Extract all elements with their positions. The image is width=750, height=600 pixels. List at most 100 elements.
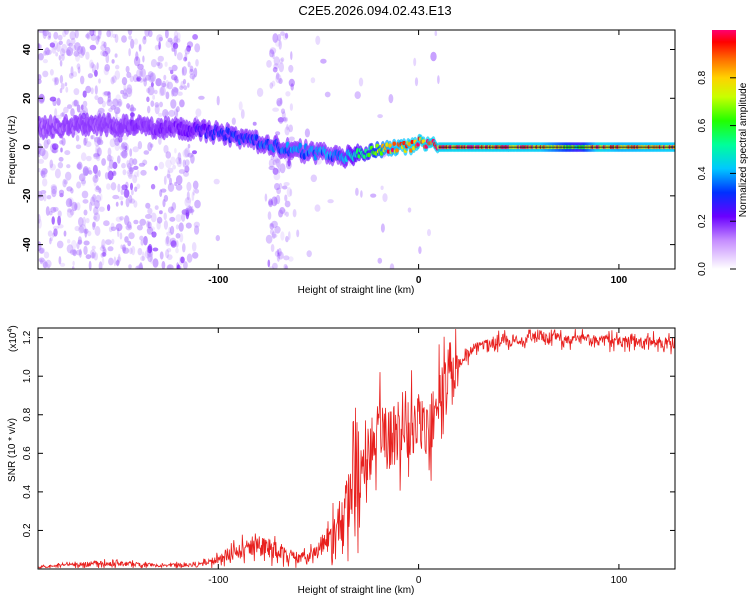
spectrogram-noise-blob	[286, 187, 292, 198]
spectrogram-noise-blob	[46, 138, 51, 145]
spectrogram-noise-blob	[231, 117, 236, 125]
spectrogram-noise-blob	[80, 46, 86, 56]
spectrogram-noise-blob	[127, 30, 133, 36]
spectrogram-noise-blob	[315, 35, 321, 45]
spectrogram-noise-blob	[166, 235, 169, 245]
spectrogram-noise-blob	[110, 222, 115, 229]
spectrogram-noise-blob	[50, 184, 57, 191]
spectrogram-noise-blob	[271, 233, 278, 238]
spectrogram-noise-blob	[137, 247, 143, 256]
spectrogram-noise-blob	[83, 209, 88, 216]
spectrogram-noise-blob	[160, 82, 167, 88]
spectrogram-noise-blob	[94, 226, 101, 236]
spectrogram-noise-blob	[94, 137, 100, 147]
spectrogram-noise-blob	[87, 230, 92, 237]
spectrogram-noise-blob	[166, 231, 173, 236]
spectrogram-noise-blob	[74, 225, 80, 232]
spectrogram-noise-blob	[194, 225, 200, 235]
spectrogram-noise-blob	[82, 167, 89, 176]
spectrogram-noise-blob	[277, 167, 281, 174]
colorbar: 0.0 0.2 0.4 0.6 0.8 Normalized spectral ampl…	[697, 30, 749, 276]
spectrogram-noise-blob	[120, 189, 124, 195]
spectrogram-noise-blob	[59, 74, 64, 84]
spectrogram-noise-blob	[283, 255, 290, 261]
spectrogram-noise-blob	[76, 249, 82, 256]
spectrogram-ytick-label: 40	[22, 44, 33, 56]
spectrogram-noise-blob	[124, 236, 129, 243]
spectrogram-noise-blob	[165, 79, 170, 89]
spectrogram-noise-blob	[267, 211, 272, 220]
spectrogram-noise-blob	[47, 230, 53, 237]
spectrogram-noise-blob	[144, 249, 152, 259]
spectrogram-noise-blob	[174, 78, 179, 84]
spectrogram-noise-blob	[414, 77, 419, 87]
spectrogram-noise-blob	[82, 216, 86, 227]
spectrogram-noise-blob	[77, 236, 82, 245]
spectrogram-noise-blob	[427, 229, 431, 237]
spectrogram-noise-blob	[156, 61, 161, 67]
spectrogram-noise-blob	[137, 63, 144, 70]
spectrogram-noise-blob	[122, 142, 129, 153]
spectrogram-noise-blob	[85, 254, 92, 260]
spectrogram-noise-blob	[192, 180, 199, 190]
spectrogram-noise-blob	[60, 112, 65, 117]
spectrogram-noise-blob	[136, 69, 142, 79]
spectrogram-ridge-point	[388, 143, 392, 148]
spectrogram-noise-blob	[118, 196, 124, 201]
spectrogram-noise-blob	[106, 154, 112, 162]
spectrogram-noise-blob	[277, 34, 282, 42]
spectrogram-noise-blob	[148, 73, 155, 83]
spectrogram-noise-blob	[120, 151, 127, 157]
spectrogram-noise-blob	[98, 187, 102, 194]
spectrogram-noise-blob	[276, 252, 280, 262]
spectrogram-noise-blob	[213, 178, 220, 185]
spectrogram-noise-blob	[133, 219, 139, 225]
spectrogram-noise-blob	[279, 163, 286, 174]
spectrogram-noise-blob	[121, 184, 128, 191]
spectrogram-noise-blob	[434, 30, 438, 36]
spectrogram-noise-blob	[87, 73, 93, 79]
spectrogram-noise-blob	[47, 264, 50, 269]
spectrogram-noise-blob	[94, 168, 99, 179]
spectrogram-noise-blob	[182, 243, 186, 253]
spectrogram-noise-blob	[97, 170, 101, 177]
spectrogram-noise-blob	[114, 70, 121, 80]
spectrogram-noise-blob	[55, 52, 59, 57]
spectrogram-noise-blob	[69, 209, 75, 216]
spectrogram-noise-blob	[121, 149, 128, 159]
spectrogram-noise-blob	[127, 221, 132, 229]
spectrogram-noise-blob	[158, 112, 163, 117]
spectrogram-noise-blob	[64, 30, 69, 35]
spectrogram-noise-blob	[90, 33, 97, 41]
spectrogram-noise-blob	[370, 193, 377, 198]
spectrogram-noise-blob	[268, 266, 275, 269]
spectrogram-noise-blob	[176, 264, 181, 269]
spectrogram-noise-blob	[269, 49, 275, 58]
spectrogram-noise-blob	[92, 221, 96, 228]
spectrogram-noise-blob	[85, 33, 90, 39]
spectrogram-noise-blob	[38, 74, 42, 81]
spectrogram-noise-blob	[377, 114, 383, 119]
spectrogram-noise-blob	[154, 102, 160, 108]
spectrogram-noise-blob	[128, 194, 133, 204]
spectrogram-noise-blob	[135, 265, 140, 269]
spectrogram-noise-blob	[128, 232, 135, 240]
spectrogram-noise-blob	[173, 87, 179, 93]
spectrogram-noise-blob	[73, 99, 80, 107]
snr-ytick-label: 1.0	[22, 369, 33, 383]
spectrogram-ylabel: Frequency (Hz)	[7, 116, 18, 185]
spectrogram-noise-blob	[389, 263, 395, 269]
spectrogram-noise-blob	[90, 62, 95, 69]
spectrogram-noise-blob	[122, 92, 128, 100]
spectrogram-noise-blob	[49, 163, 56, 171]
spectrogram-noise-blob	[164, 236, 172, 247]
spectrogram-noise-blob	[132, 174, 138, 184]
spectrogram-noise-blob	[167, 182, 175, 192]
spectrogram-noise-blob	[59, 88, 63, 94]
spectrogram-noise-blob	[72, 71, 78, 78]
spectrogram-noise-blob	[51, 149, 57, 154]
spectrogram-noise-blob	[264, 193, 268, 202]
spectrogram-noise-blob	[80, 104, 84, 111]
spectrogram-noise-blob	[170, 99, 177, 109]
spectrogram-noise-blob	[134, 171, 138, 178]
